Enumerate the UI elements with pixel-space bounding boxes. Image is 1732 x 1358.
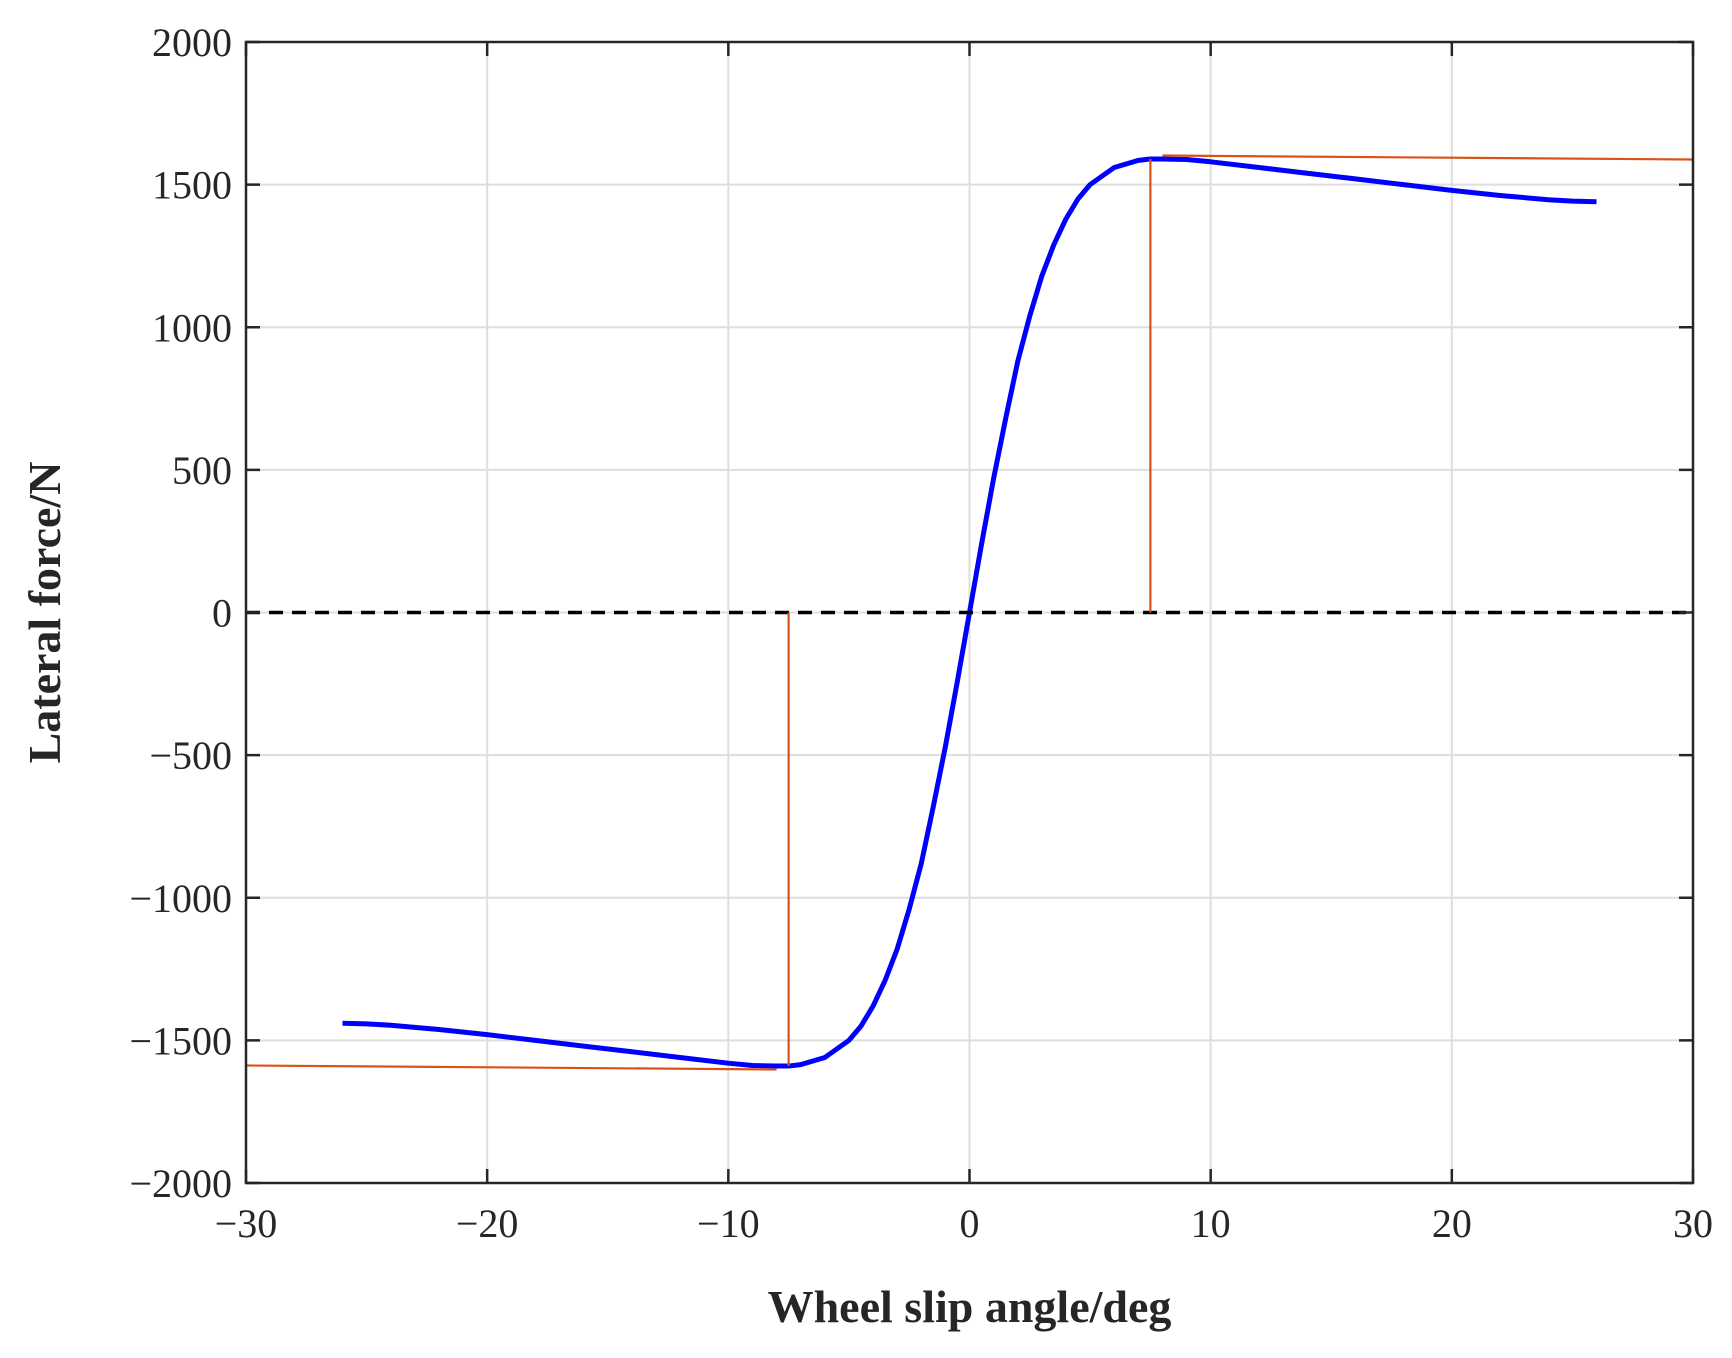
series-lower-asymptote (245, 1064, 777, 1071)
x-tick-label: 30 (1673, 1201, 1713, 1246)
x-tick-label: 20 (1432, 1201, 1472, 1246)
series-upper-asymptote (1162, 154, 1694, 161)
y-tick-label: 0 (212, 591, 232, 636)
y-tick-label: 1500 (152, 163, 232, 208)
y-tick-label: 1000 (152, 305, 232, 350)
x-tick-label: 0 (960, 1201, 980, 1246)
y-tick-label: −1500 (129, 1018, 232, 1063)
y-axis-title: Lateral force/N (19, 462, 70, 764)
y-tick-label: 500 (172, 448, 232, 493)
x-tick-label: −30 (215, 1201, 278, 1246)
x-axis-title: Wheel slip angle/deg (768, 1281, 1172, 1332)
y-tick-label: −2000 (129, 1161, 232, 1206)
y-tick-label: −500 (149, 733, 232, 778)
x-tick-label: −10 (697, 1201, 760, 1246)
x-tick-label: 10 (1191, 1201, 1231, 1246)
axes (244, 40, 1695, 1185)
y-tick-label: 2000 (152, 20, 232, 65)
x-tick-label: −20 (456, 1201, 519, 1246)
tick-labels: −30 −20 −10 0 10 20 30 −2000 −1500 −1000 −500 0 500 1… (129, 20, 1713, 1246)
series-layer (245, 154, 1694, 1071)
y-tick-label: −1000 (129, 876, 232, 921)
